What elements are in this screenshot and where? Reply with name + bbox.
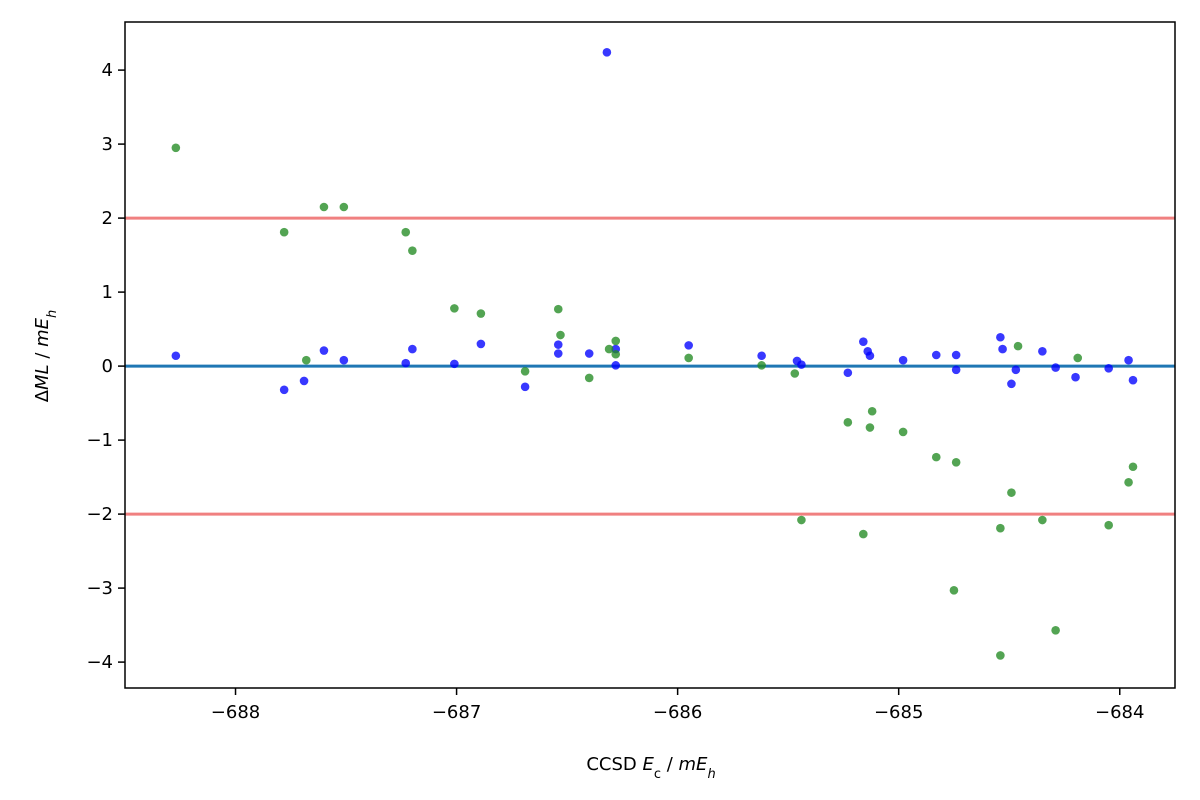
data-point-s1-30 xyxy=(1007,488,1016,497)
data-point-s0-15 xyxy=(611,361,621,370)
x-tick-label-4: −684 xyxy=(1095,702,1144,723)
data-point-s0-25 xyxy=(931,350,941,360)
data-point-s1-7 xyxy=(450,304,459,313)
x-tick-label-1: −687 xyxy=(432,702,481,723)
data-point-s0-37 xyxy=(1128,375,1138,385)
data-point-s0-6 xyxy=(408,344,417,354)
data-point-s1-17 xyxy=(757,361,766,370)
data-point-s1-33 xyxy=(1051,625,1060,635)
data-point-s1-6 xyxy=(408,246,417,255)
data-point-s0-31 xyxy=(1011,365,1021,375)
data-point-s0-10 xyxy=(553,340,563,349)
data-point-s0-1 xyxy=(279,385,289,395)
y-tick-label-8: 4 xyxy=(102,60,113,81)
data-point-s1-35 xyxy=(1104,520,1113,530)
data-point-s1-31 xyxy=(1013,341,1023,351)
data-point-s0-20 xyxy=(843,368,853,378)
data-point-s0-32 xyxy=(1038,347,1047,356)
y-tick-label-3: −1 xyxy=(86,430,113,451)
plot-area-frame xyxy=(124,21,1176,689)
data-point-s1-16 xyxy=(684,353,693,363)
data-point-s1-22 xyxy=(865,423,875,432)
data-point-s1-18 xyxy=(790,369,800,378)
data-point-s0-29 xyxy=(998,344,1007,354)
data-point-s0-2 xyxy=(299,376,309,386)
x-axis-label: CCSD Ec / mEh xyxy=(586,754,715,782)
data-point-s0-12 xyxy=(584,349,594,358)
data-point-s1-36 xyxy=(1124,477,1133,487)
data-point-s1-19 xyxy=(797,515,806,525)
data-point-s0-21 xyxy=(859,337,868,346)
x-axis-ticks: −688 −687 −686 −685 −684 xyxy=(211,688,1144,723)
data-point-s1-20 xyxy=(843,418,853,427)
x-tick-label-2: −686 xyxy=(653,702,702,723)
data-point-s1-9 xyxy=(520,366,530,376)
data-point-s0-27 xyxy=(951,365,961,375)
data-point-s0-3 xyxy=(319,346,329,355)
data-point-s0-35 xyxy=(1104,364,1113,373)
data-point-s1-21 xyxy=(859,529,868,539)
data-point-s0-30 xyxy=(1007,379,1016,389)
data-point-s0-17 xyxy=(757,351,766,361)
x-tick-label-3: −685 xyxy=(874,702,923,723)
data-point-s1-0 xyxy=(171,143,181,153)
data-point-s1-15 xyxy=(611,349,621,359)
data-point-s1-5 xyxy=(401,227,411,237)
y-tick-label-0: −4 xyxy=(86,652,113,673)
y-tick-label-4: 0 xyxy=(102,356,113,377)
data-point-s1-4 xyxy=(339,202,349,212)
y-tick-label-6: 2 xyxy=(102,208,113,229)
y-tick-label-1: −3 xyxy=(86,578,113,599)
data-point-s1-29 xyxy=(996,523,1005,533)
data-point-s0-28 xyxy=(996,332,1005,342)
data-point-s1-34 xyxy=(1073,353,1083,363)
data-point-s1-2 xyxy=(301,355,311,365)
data-point-s0-4 xyxy=(339,355,349,365)
data-point-s0-13 xyxy=(602,48,612,57)
data-point-s1-14 xyxy=(611,336,621,346)
data-point-s0-34 xyxy=(1071,372,1080,382)
y-tick-label-5: 1 xyxy=(102,282,113,303)
data-point-s1-24 xyxy=(898,427,908,437)
data-point-s0-19 xyxy=(797,360,806,369)
data-point-s1-11 xyxy=(556,330,565,340)
y-tick-label-2: −2 xyxy=(86,504,113,525)
data-point-s1-8 xyxy=(476,309,486,318)
data-point-s0-36 xyxy=(1124,355,1133,365)
data-point-s0-23 xyxy=(865,351,875,361)
data-point-s1-37 xyxy=(1128,462,1138,472)
data-point-s1-23 xyxy=(867,406,877,416)
data-point-s0-8 xyxy=(476,339,486,349)
data-point-s1-28 xyxy=(996,651,1005,660)
data-points xyxy=(171,48,1138,660)
data-point-s0-7 xyxy=(450,359,459,369)
data-point-s0-5 xyxy=(401,358,411,368)
y-axis-ticks: −4 −3 −2 −1 0 1 2 3 4 xyxy=(86,60,125,673)
data-point-s1-27 xyxy=(949,586,959,595)
reference-lines xyxy=(125,216,1175,516)
data-point-s1-12 xyxy=(584,373,594,383)
data-point-s1-32 xyxy=(1038,515,1047,525)
data-point-s0-24 xyxy=(898,355,908,365)
data-point-s0-0 xyxy=(171,351,181,361)
x-tick-label-0: −688 xyxy=(211,702,260,723)
data-point-s1-13 xyxy=(604,344,614,354)
data-point-s1-3 xyxy=(319,202,329,212)
data-point-s0-26 xyxy=(951,350,961,360)
y-tick-label-7: 3 xyxy=(102,134,113,155)
y-axis-label: ΔML / mEh xyxy=(32,310,60,403)
data-point-s1-10 xyxy=(553,304,563,314)
data-point-s0-11 xyxy=(553,349,563,358)
data-point-s0-16 xyxy=(684,341,693,350)
data-point-s0-9 xyxy=(520,382,530,392)
data-point-s0-33 xyxy=(1051,363,1060,372)
data-point-s1-25 xyxy=(931,452,941,462)
data-point-s1-26 xyxy=(951,458,961,467)
data-point-s1-1 xyxy=(279,227,289,237)
